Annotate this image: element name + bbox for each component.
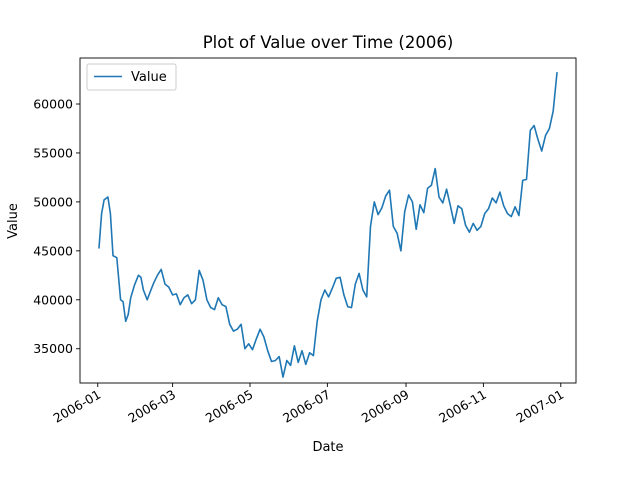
legend-label-value: Value [131, 70, 167, 85]
x-tick-label: 2006-03 [125, 387, 178, 426]
y-tick-label: 60000 [33, 97, 73, 112]
x-tick-label: 2006-05 [203, 387, 256, 426]
y-axis-ticks: 35000 40000 45000 50000 55000 60000 [33, 97, 80, 356]
chart-title: Plot of Value over Time (2006) [203, 33, 454, 52]
legend-box [86, 63, 177, 91]
plot-frame [79, 57, 577, 384]
y-tick-label: 50000 [33, 194, 73, 209]
x-tick-label: 2006-01 [51, 387, 104, 426]
y-tick-label: 35000 [33, 341, 73, 356]
legend: Value [86, 63, 177, 91]
x-tick-label: 2006-07 [280, 387, 333, 426]
y-tick-label: 55000 [33, 145, 73, 160]
y-axis-label: Value [6, 203, 21, 239]
x-tick-label: 2006-11 [436, 387, 489, 426]
x-tick-label: 2006-09 [359, 387, 412, 426]
series-line-value [98, 71, 558, 378]
x-axis-ticks: 2006-01 2006-03 2006-05 2006-07 2006-09 2006-… [51, 383, 567, 426]
y-tick-label: 45000 [33, 243, 73, 258]
y-tick-label: 40000 [33, 292, 73, 307]
x-axis-label: Date [312, 440, 343, 455]
x-tick-label: 2007-01 [514, 387, 567, 426]
